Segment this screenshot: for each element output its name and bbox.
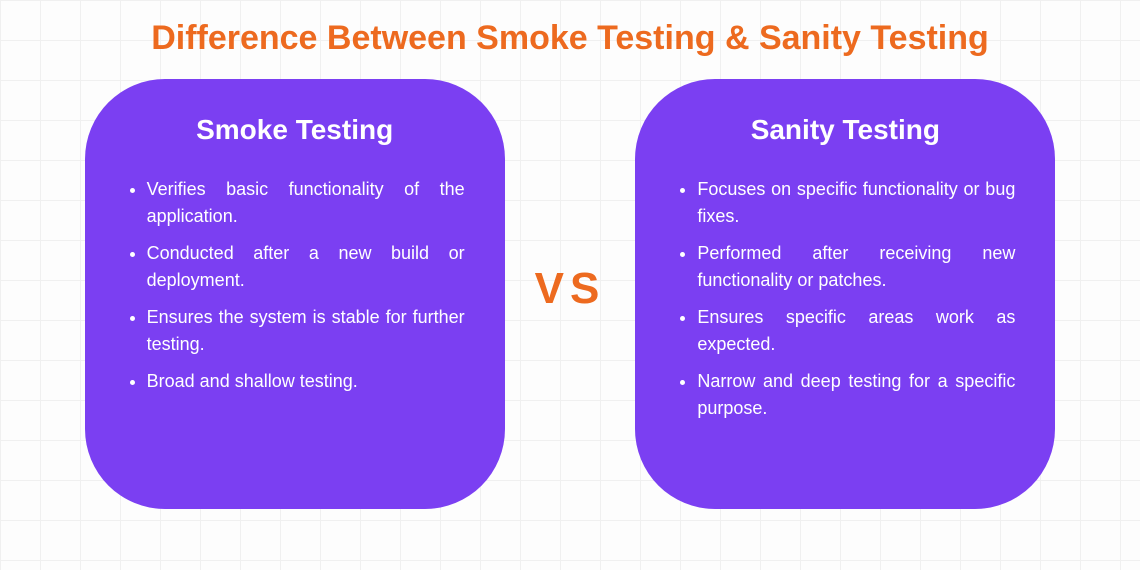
sanity-card-heading: Sanity Testing	[675, 114, 1015, 146]
list-item: Verifies basic functionality of the appl…	[147, 176, 465, 230]
smoke-card-heading: Smoke Testing	[125, 114, 465, 146]
list-item: Narrow and deep testing for a specific p…	[697, 368, 1015, 422]
list-item: Performed after receiving new functional…	[697, 240, 1015, 294]
comparison-row: Smoke Testing Verifies basic functionali…	[0, 59, 1140, 509]
list-item: Ensures specific areas work as expected.	[697, 304, 1015, 358]
list-item: Focuses on specific functionality or bug…	[697, 176, 1015, 230]
list-item: Broad and shallow testing.	[147, 368, 465, 395]
sanity-bullet-list: Focuses on specific functionality or bug…	[675, 176, 1015, 422]
smoke-bullet-list: Verifies basic functionality of the appl…	[125, 176, 465, 395]
vs-label: VS	[535, 264, 606, 314]
page-title: Difference Between Smoke Testing & Sanit…	[0, 0, 1140, 59]
list-item: Conducted after a new build or deploymen…	[147, 240, 465, 294]
list-item: Ensures the system is stable for further…	[147, 304, 465, 358]
smoke-testing-card: Smoke Testing Verifies basic functionali…	[85, 79, 505, 509]
sanity-testing-card: Sanity Testing Focuses on specific funct…	[635, 79, 1055, 509]
